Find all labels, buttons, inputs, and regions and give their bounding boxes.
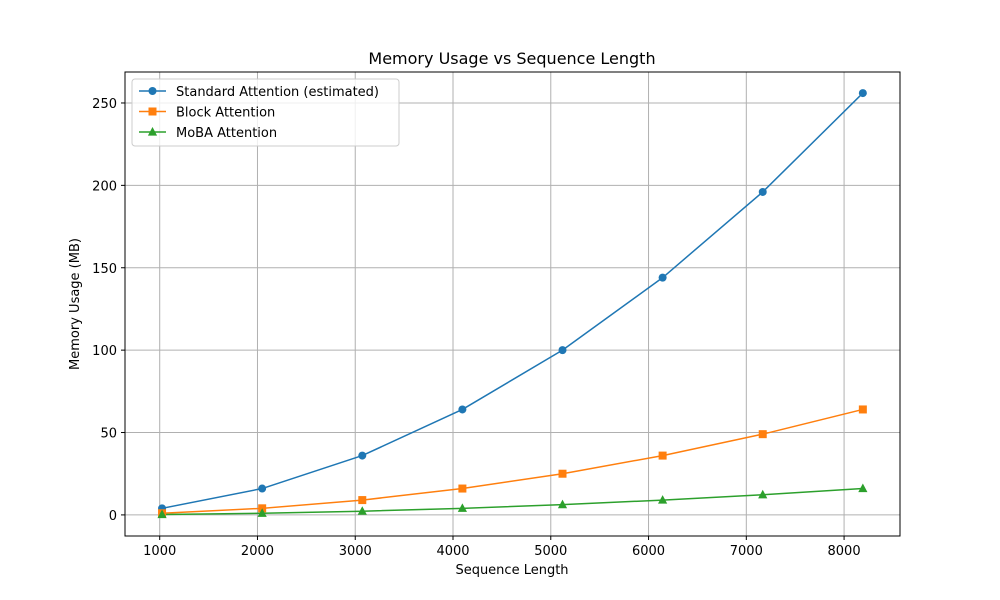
series-line-2: [162, 408, 864, 515]
x-axis-ticks: 1000 2000 3000 4000 5000 6000 7000 8000: [143, 536, 861, 559]
data-point: [558, 469, 567, 478]
x-tick-label: 7000: [730, 544, 763, 559]
plot-frame: [124, 71, 901, 537]
legend-marker-2: [148, 107, 157, 116]
data-point: [758, 489, 768, 499]
data-point: [758, 430, 767, 439]
data-point: [258, 484, 267, 493]
y-axis-label: Memory Usage (MB): [68, 238, 83, 370]
series-line-3: [162, 487, 863, 516]
data-point: [658, 451, 667, 460]
x-tick-label: 1000: [143, 544, 176, 559]
data-point: [858, 89, 867, 98]
x-tick-label: 3000: [339, 544, 372, 559]
data-point: [557, 499, 568, 509]
data-point: [157, 509, 167, 519]
x-tick-label: 5000: [534, 544, 567, 559]
x-tick-label: 4000: [436, 544, 469, 559]
y-tick-label: 100: [92, 344, 117, 359]
data-point: [358, 451, 367, 460]
data-point: [357, 506, 367, 515]
data-point: [658, 273, 667, 282]
series-line-1: [161, 92, 864, 510]
legend: Standard Attention (estimated) Block Atte…: [131, 78, 400, 147]
data-point: [858, 405, 867, 414]
legend-marker-1: [148, 87, 157, 95]
legend-label-1: Standard Attention (estimated): [176, 85, 379, 100]
data-point: [758, 187, 767, 196]
data-point: [858, 483, 868, 493]
legend-label-2: Block Attention: [176, 106, 275, 121]
series-markers: [157, 89, 868, 519]
y-tick-label: 250: [92, 97, 117, 112]
series-lines: [161, 92, 864, 516]
legend-marker-3: [147, 127, 158, 136]
y-axis-ticks: 0 50 100 150 200 250: [92, 97, 125, 524]
legend-label-3: MoBA Attention: [176, 126, 277, 141]
legend-box: [131, 78, 400, 147]
data-point: [358, 496, 367, 505]
x-tick-label: 2000: [241, 544, 274, 559]
x-axis-label: Sequence Length: [455, 563, 568, 578]
x-tick-label: 8000: [828, 544, 861, 559]
data-point: [457, 503, 467, 512]
data-point: [458, 405, 467, 414]
y-tick-label: 50: [100, 427, 117, 442]
y-tick-label: 200: [92, 179, 117, 194]
y-tick-label: 0: [109, 509, 117, 524]
data-point: [658, 495, 668, 504]
y-tick-label: 150: [92, 262, 117, 277]
data-point: [257, 508, 267, 517]
data-point: [458, 484, 467, 493]
chart-title: Memory Usage vs Sequence Length: [368, 49, 655, 68]
data-point: [558, 346, 567, 355]
x-tick-label: 6000: [632, 544, 665, 559]
